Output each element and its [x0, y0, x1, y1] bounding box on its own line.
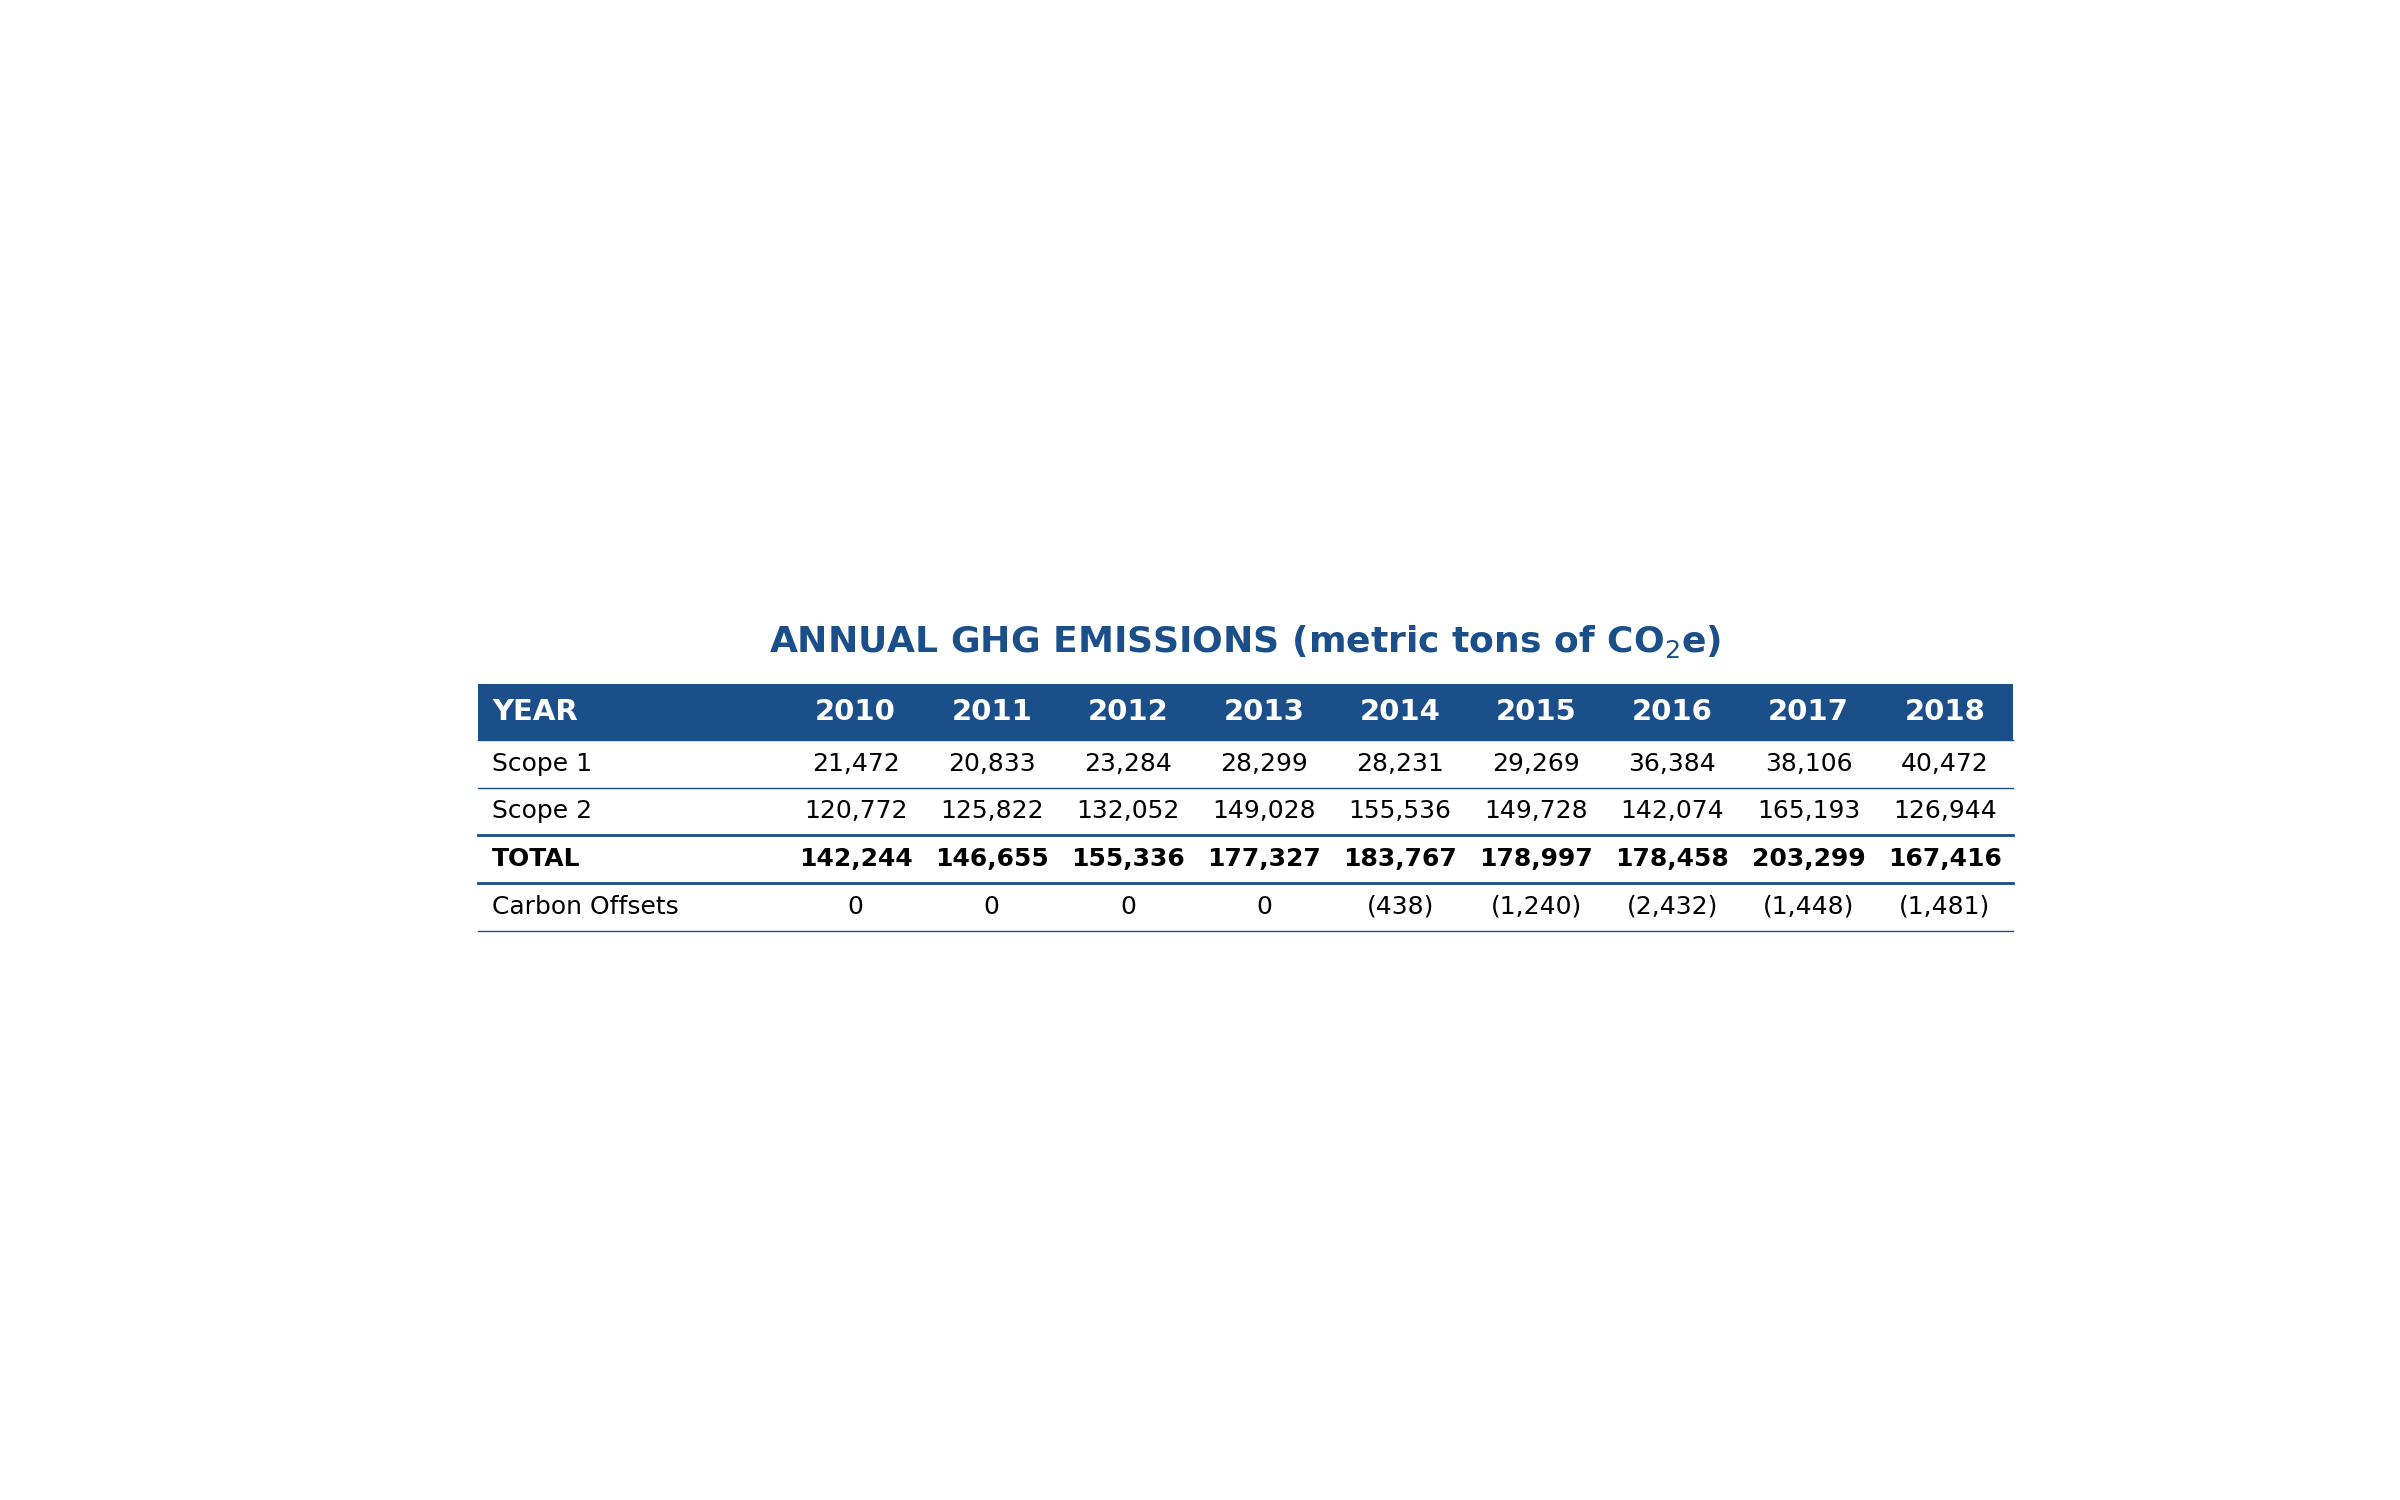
Text: 0: 0 — [984, 896, 1001, 920]
Text: 203,299: 203,299 — [1752, 847, 1865, 871]
Text: YEAR: YEAR — [492, 698, 578, 726]
Text: 2017: 2017 — [1769, 698, 1848, 726]
Text: 183,767: 183,767 — [1344, 847, 1457, 871]
Text: 2014: 2014 — [1361, 698, 1440, 726]
Text: 142,244: 142,244 — [799, 847, 912, 871]
Text: 40,472: 40,472 — [1901, 752, 1990, 776]
Text: 0: 0 — [1255, 896, 1272, 920]
Text: 178,458: 178,458 — [1615, 847, 1730, 871]
Text: Scope 2: Scope 2 — [492, 800, 593, 824]
Text: 177,327: 177,327 — [1207, 847, 1320, 871]
Text: Carbon Offsets: Carbon Offsets — [492, 896, 679, 920]
Text: 2018: 2018 — [1903, 698, 1985, 726]
Text: 20,833: 20,833 — [948, 752, 1037, 776]
Text: 178,997: 178,997 — [1478, 847, 1594, 871]
Text: (438): (438) — [1366, 896, 1433, 920]
Text: 149,028: 149,028 — [1212, 800, 1315, 824]
Text: 2015: 2015 — [1495, 698, 1577, 726]
Text: 167,416: 167,416 — [1889, 847, 2002, 871]
Text: Scope 1: Scope 1 — [492, 752, 593, 776]
Text: 38,106: 38,106 — [1764, 752, 1853, 776]
FancyBboxPatch shape — [478, 684, 2014, 740]
Text: 120,772: 120,772 — [804, 800, 907, 824]
Text: (2,432): (2,432) — [1627, 896, 1718, 920]
Text: (1,240): (1,240) — [1490, 896, 1582, 920]
Text: 2013: 2013 — [1224, 698, 1306, 726]
Text: 23,284: 23,284 — [1085, 752, 1171, 776]
Text: 142,074: 142,074 — [1620, 800, 1723, 824]
Text: 28,299: 28,299 — [1219, 752, 1308, 776]
Text: 2011: 2011 — [950, 698, 1032, 726]
Text: 132,052: 132,052 — [1075, 800, 1181, 824]
Text: 29,269: 29,269 — [1493, 752, 1579, 776]
Text: TOTAL: TOTAL — [492, 847, 581, 871]
Text: 149,728: 149,728 — [1486, 800, 1589, 824]
Text: 2010: 2010 — [816, 698, 895, 726]
Text: 126,944: 126,944 — [1894, 800, 1997, 824]
Text: (1,481): (1,481) — [1898, 896, 1990, 920]
Text: 2012: 2012 — [1087, 698, 1169, 726]
Text: 146,655: 146,655 — [936, 847, 1049, 871]
Text: 36,384: 36,384 — [1630, 752, 1716, 776]
Text: 155,336: 155,336 — [1070, 847, 1186, 871]
Text: 0: 0 — [847, 896, 864, 920]
Text: 0: 0 — [1121, 896, 1135, 920]
Text: 155,536: 155,536 — [1349, 800, 1452, 824]
Text: 21,472: 21,472 — [811, 752, 900, 776]
Text: 2016: 2016 — [1632, 698, 1714, 726]
Text: 28,231: 28,231 — [1356, 752, 1445, 776]
Text: 125,822: 125,822 — [941, 800, 1044, 824]
Text: (1,448): (1,448) — [1764, 896, 1855, 920]
Text: 165,193: 165,193 — [1757, 800, 1860, 824]
Text: ANNUAL GHG EMISSIONS (metric tons of CO$_2$e): ANNUAL GHG EMISSIONS (metric tons of CO$… — [770, 624, 1721, 660]
